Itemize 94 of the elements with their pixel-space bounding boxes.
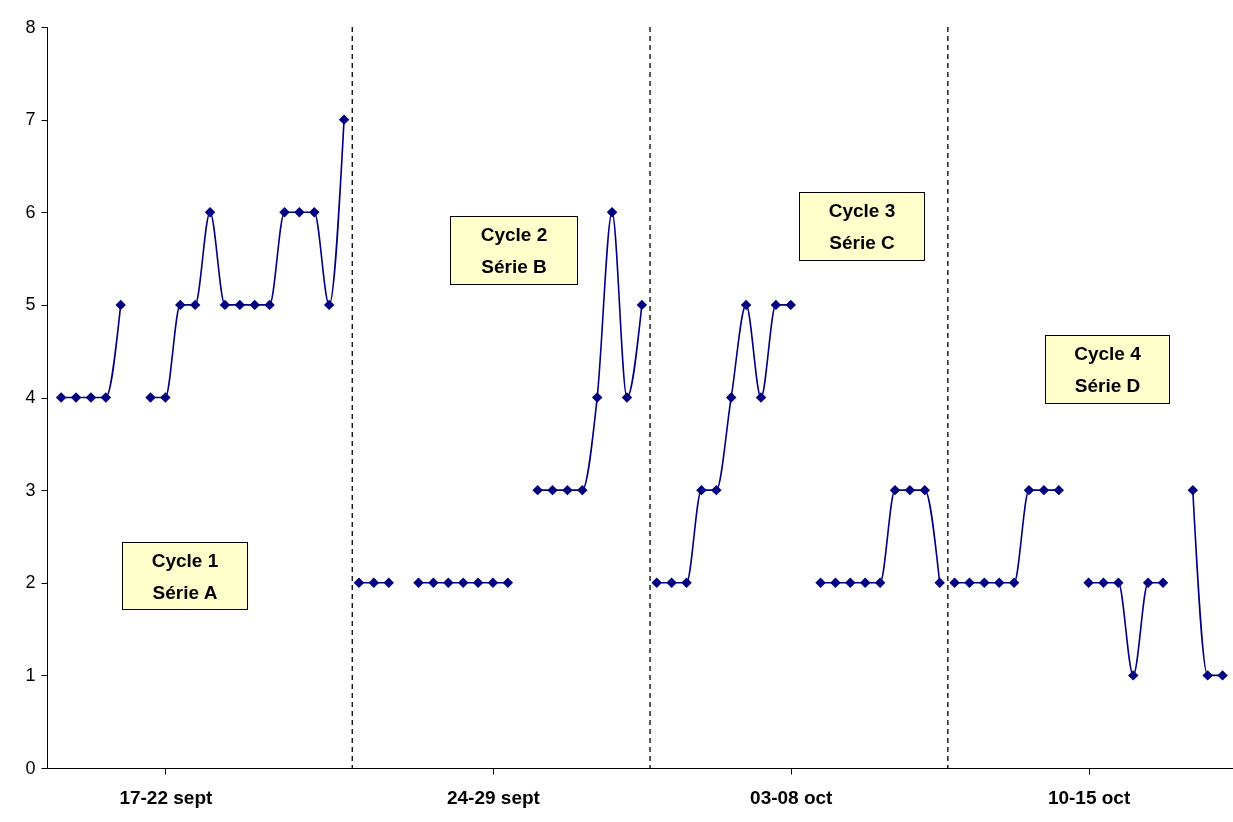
text-box: Cycle 4 Série D: [1045, 335, 1170, 404]
point: [1083, 577, 1094, 588]
point: [621, 392, 633, 403]
point: [1098, 577, 1109, 588]
point: [696, 484, 707, 496]
point: [428, 577, 439, 588]
point: [115, 299, 126, 311]
point: [591, 392, 603, 403]
point: [562, 484, 573, 496]
annotation: Cycle 3 Série C: [828, 200, 896, 253]
point: [934, 577, 945, 588]
point: [487, 577, 499, 588]
point: [294, 207, 305, 218]
point: [502, 577, 514, 588]
annotation: Cycle 2 Série B: [480, 224, 548, 277]
point: [785, 299, 797, 311]
point: [577, 484, 588, 496]
point: [264, 299, 275, 311]
point: [815, 577, 826, 588]
y-tick-label: 1: [25, 664, 36, 685]
point: [338, 114, 350, 125]
y-tick-label: 7: [25, 109, 36, 130]
point: [204, 207, 216, 218]
point: [919, 484, 931, 496]
point: [770, 299, 782, 311]
point: [323, 299, 335, 311]
point: [234, 299, 246, 311]
x-tick-label: 10-15 oct: [1047, 786, 1131, 808]
point: [532, 484, 543, 496]
x-tick-label: 24-29 sept: [446, 786, 541, 808]
y-tick-label: 5: [25, 294, 36, 315]
point: [1053, 484, 1065, 496]
point: [145, 392, 156, 403]
point: [383, 577, 394, 588]
point: [1023, 484, 1035, 496]
point: [830, 577, 841, 588]
point: [681, 577, 692, 588]
y-tick-label: 8: [25, 16, 36, 37]
annotation: Cycle 1 Série A: [151, 550, 219, 603]
point: [1008, 577, 1020, 588]
point: [606, 207, 618, 218]
point: [309, 207, 320, 218]
point: [874, 577, 886, 588]
point: [1202, 670, 1213, 681]
point: [1157, 577, 1169, 588]
point: [755, 392, 767, 403]
point: [85, 392, 97, 403]
point: [175, 299, 186, 311]
y-tick-label: 6: [25, 201, 36, 222]
point: [1113, 577, 1124, 588]
y-tick-label: 4: [25, 387, 36, 407]
y-tick-label: 2: [25, 572, 36, 593]
point: [353, 577, 365, 588]
point: [725, 392, 737, 403]
point: [845, 577, 856, 588]
point: [443, 577, 454, 588]
point: [1127, 670, 1139, 681]
point: [55, 392, 67, 403]
point: [368, 577, 380, 588]
text-box: Cycle 3 Série C: [799, 192, 925, 261]
point: [547, 484, 558, 496]
point: [472, 577, 484, 588]
point: [711, 484, 722, 496]
point: [219, 299, 231, 311]
point: [457, 577, 469, 588]
point: [279, 207, 290, 218]
point: [979, 577, 990, 588]
point: [993, 577, 1005, 588]
point: [740, 299, 752, 311]
text-box: Cycle 2 Série B: [450, 216, 578, 285]
point: [1187, 484, 1199, 496]
point: [100, 392, 112, 403]
point: [1038, 484, 1050, 496]
point: [1142, 577, 1154, 588]
point: [636, 299, 648, 311]
point: [889, 484, 901, 496]
point: [651, 577, 662, 588]
point: [189, 299, 201, 311]
point: [859, 577, 871, 588]
point: [666, 577, 677, 588]
point: [964, 577, 975, 588]
point: [160, 392, 171, 403]
point: [949, 577, 960, 588]
x-tick-label: 17-22 sept: [119, 786, 214, 808]
text-box: Cycle 1 Série A: [122, 542, 248, 610]
point: [70, 392, 82, 403]
point: [904, 484, 916, 496]
y-tick-label: 3: [25, 479, 36, 500]
point: [1217, 670, 1228, 681]
point: [413, 577, 424, 588]
point: [249, 299, 260, 311]
annotation: Cycle 4 Série D: [1074, 343, 1141, 396]
x-tick-label: 03-08 oct: [750, 786, 834, 808]
y-tick-label: 0: [25, 757, 36, 778]
